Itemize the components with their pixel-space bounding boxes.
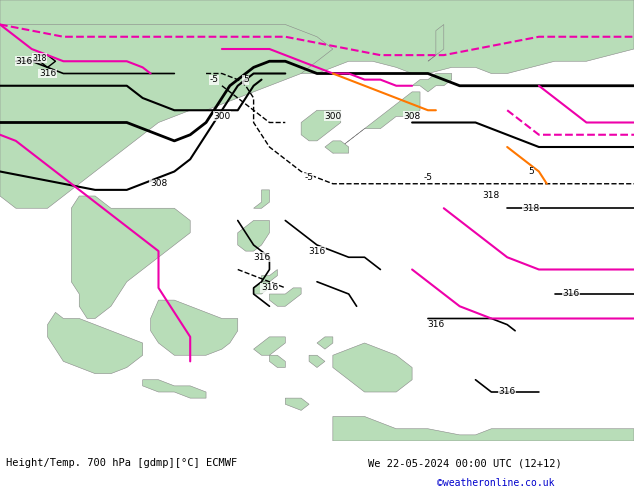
- Text: -5: -5: [424, 173, 432, 182]
- Polygon shape: [254, 337, 285, 355]
- Polygon shape: [333, 416, 634, 441]
- Text: 316: 316: [39, 69, 56, 78]
- Text: 316: 316: [562, 290, 579, 298]
- Polygon shape: [412, 74, 451, 92]
- Text: 318: 318: [32, 54, 47, 63]
- Text: 318: 318: [482, 192, 500, 200]
- Polygon shape: [71, 196, 190, 318]
- Text: 5: 5: [528, 167, 534, 176]
- Text: 308: 308: [403, 112, 421, 121]
- Polygon shape: [301, 110, 341, 141]
- Text: -5: -5: [304, 173, 314, 182]
- Polygon shape: [269, 355, 285, 368]
- Polygon shape: [317, 337, 333, 349]
- Text: ©weatheronline.co.uk: ©weatheronline.co.uk: [437, 478, 555, 488]
- Polygon shape: [333, 92, 420, 153]
- Polygon shape: [269, 288, 301, 306]
- Polygon shape: [333, 343, 412, 392]
- Text: 300: 300: [213, 112, 231, 121]
- Text: 5: 5: [243, 75, 249, 84]
- Text: 316: 316: [308, 246, 326, 256]
- Polygon shape: [150, 300, 238, 355]
- Text: 316: 316: [253, 253, 270, 262]
- Polygon shape: [285, 398, 309, 411]
- Polygon shape: [48, 313, 143, 373]
- Text: 318: 318: [522, 204, 540, 213]
- Polygon shape: [254, 190, 269, 208]
- Text: -5: -5: [209, 75, 219, 84]
- Text: 300: 300: [324, 112, 342, 121]
- Text: 316: 316: [498, 388, 516, 396]
- Text: 308: 308: [150, 179, 167, 188]
- Polygon shape: [0, 0, 634, 86]
- Polygon shape: [428, 24, 444, 61]
- Polygon shape: [143, 380, 206, 398]
- Polygon shape: [254, 282, 269, 294]
- Polygon shape: [309, 355, 325, 368]
- Polygon shape: [261, 270, 278, 282]
- Text: 316: 316: [427, 320, 444, 329]
- Polygon shape: [325, 141, 349, 153]
- Text: 316: 316: [261, 283, 278, 293]
- Text: We 22-05-2024 00:00 UTC (12+12): We 22-05-2024 00:00 UTC (12+12): [368, 458, 562, 468]
- Polygon shape: [0, 24, 333, 208]
- Text: 316: 316: [15, 57, 32, 66]
- Text: Height/Temp. 700 hPa [gdmp][°C] ECMWF: Height/Temp. 700 hPa [gdmp][°C] ECMWF: [6, 458, 238, 468]
- Polygon shape: [238, 220, 269, 251]
